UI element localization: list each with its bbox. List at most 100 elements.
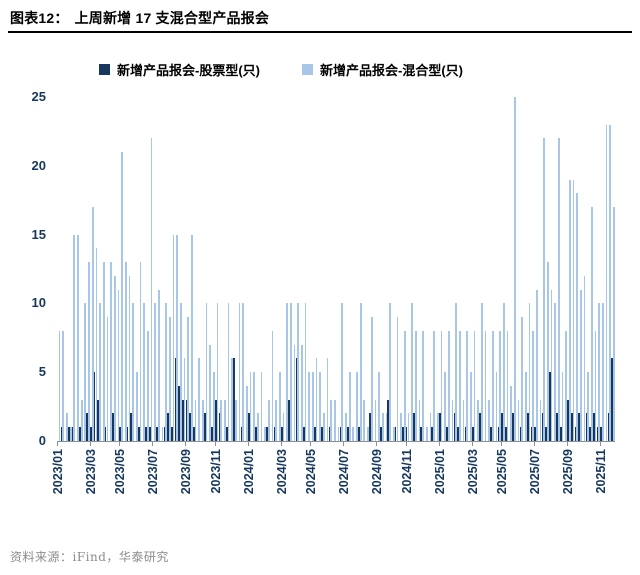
bar-hybrid	[161, 427, 164, 441]
bar-hybrid	[455, 303, 457, 441]
bar-hybrid	[187, 317, 189, 441]
bar-hybrid	[249, 372, 252, 441]
bar-equity	[130, 413, 133, 441]
bar-equity	[181, 399, 184, 441]
bar-equity	[266, 427, 268, 441]
bar-hybrid	[514, 97, 516, 441]
bar-equity	[501, 413, 503, 441]
bar-hybrid	[172, 234, 175, 441]
bar-hybrid	[194, 399, 197, 441]
bar-equity	[600, 427, 603, 441]
x-tick-label: 2025/09	[561, 449, 576, 495]
bar-hybrid	[462, 399, 465, 441]
bar-hybrid	[506, 330, 509, 441]
bar-hybrid	[345, 413, 347, 441]
bar-hybrid	[444, 372, 446, 441]
bar-hybrid	[216, 303, 219, 441]
source-note: 资料来源：iFind，华泰研究	[10, 550, 169, 564]
bar-equity	[387, 399, 390, 441]
bar-equity	[71, 427, 74, 441]
bar-equity	[570, 413, 573, 441]
bar-hybrid	[253, 372, 256, 441]
bar-hybrid	[62, 330, 65, 441]
bar-equity	[380, 427, 382, 441]
bar-hybrid	[154, 303, 156, 441]
bar-hybrid	[212, 372, 215, 441]
y-tick-label: 20	[31, 157, 46, 173]
bar-hybrid	[110, 262, 112, 441]
bar-hybrid	[235, 399, 237, 441]
plot-area	[57, 97, 615, 442]
bar-hybrid	[165, 303, 167, 441]
bar-hybrid	[385, 413, 388, 441]
bar-hybrid	[220, 399, 222, 441]
bar-hybrid	[301, 344, 303, 441]
bar-hybrid	[91, 207, 94, 441]
bar-hybrid	[190, 234, 193, 441]
chart: 0 5 10 15 20 25 2023/01 2023/03 2023/05 2023/07 20…	[0, 88, 640, 528]
y-tick-label: 25	[31, 89, 46, 104]
bar-equity	[438, 413, 441, 441]
bar-hybrid	[484, 330, 487, 441]
bar-hybrid	[565, 330, 568, 441]
bar-hybrid	[407, 413, 410, 441]
legend-item-equity: 新增产品报会-股票型(只)	[99, 60, 260, 79]
x-axis-tick	[471, 442, 473, 446]
bar-hybrid	[381, 413, 384, 441]
bar-hybrid	[591, 207, 593, 441]
y-tick-label: 0	[38, 433, 46, 448]
x-tick-label: 2025/03	[465, 449, 480, 495]
bar-hybrid	[400, 413, 402, 441]
legend-label-equity: 新增产品报会-股票型(只)	[117, 63, 260, 78]
y-tick-label: 10	[31, 295, 46, 311]
bar-equity	[156, 427, 158, 441]
bar-equity	[247, 413, 250, 441]
bar-equity	[559, 427, 562, 441]
bar-hybrid	[139, 262, 142, 441]
bar-hybrid	[613, 207, 615, 441]
bar-equity	[347, 427, 349, 441]
bar-equity	[548, 372, 551, 441]
x-tick-label: 2024/05	[304, 449, 319, 495]
bar-hybrid	[480, 303, 483, 441]
bar-equity	[137, 427, 140, 441]
bar-hybrid	[231, 358, 234, 441]
bar-equity	[218, 413, 221, 441]
bar-equity	[596, 427, 599, 441]
x-axis-tick	[405, 442, 407, 446]
bar-equity	[453, 413, 456, 441]
bar-hybrid	[132, 303, 134, 441]
bar-hybrid	[271, 330, 274, 441]
bar-hybrid	[510, 385, 513, 441]
x-axis-tick	[438, 442, 440, 446]
bar-hybrid	[297, 303, 300, 441]
bar-hybrid	[422, 330, 424, 441]
x-tick-label: 2023/09	[179, 449, 194, 495]
bar-equity	[545, 427, 547, 441]
x-axis-tick	[185, 442, 187, 446]
bar-hybrid	[561, 372, 564, 441]
bar-hybrid	[106, 317, 109, 441]
bar-hybrid	[69, 427, 72, 441]
bar-equity	[504, 427, 507, 441]
bar-hybrid	[499, 330, 501, 441]
bar-hybrid	[124, 262, 127, 441]
bar-hybrid	[605, 124, 608, 441]
bar-equity	[68, 427, 70, 441]
x-tick-label: 2023/03	[84, 449, 99, 495]
bar-hybrid	[576, 193, 579, 441]
bar-equity	[446, 427, 448, 441]
legend: 新增产品报会-股票型(只) 新增产品报会-混合型(只)	[0, 60, 640, 79]
bar-hybrid	[99, 303, 101, 441]
bar-hybrid	[113, 275, 116, 441]
bar-equity	[104, 427, 107, 441]
equity-swatch-icon	[99, 64, 110, 75]
x-tick-label: 2024/09	[370, 449, 385, 495]
bar-hybrid	[246, 385, 248, 441]
bar-hybrid	[143, 303, 145, 441]
bar-equity	[174, 358, 177, 441]
bar-equity	[303, 427, 305, 441]
bar-equity	[90, 427, 92, 441]
bar-hybrid	[319, 372, 322, 441]
bar-hybrid	[396, 317, 399, 441]
